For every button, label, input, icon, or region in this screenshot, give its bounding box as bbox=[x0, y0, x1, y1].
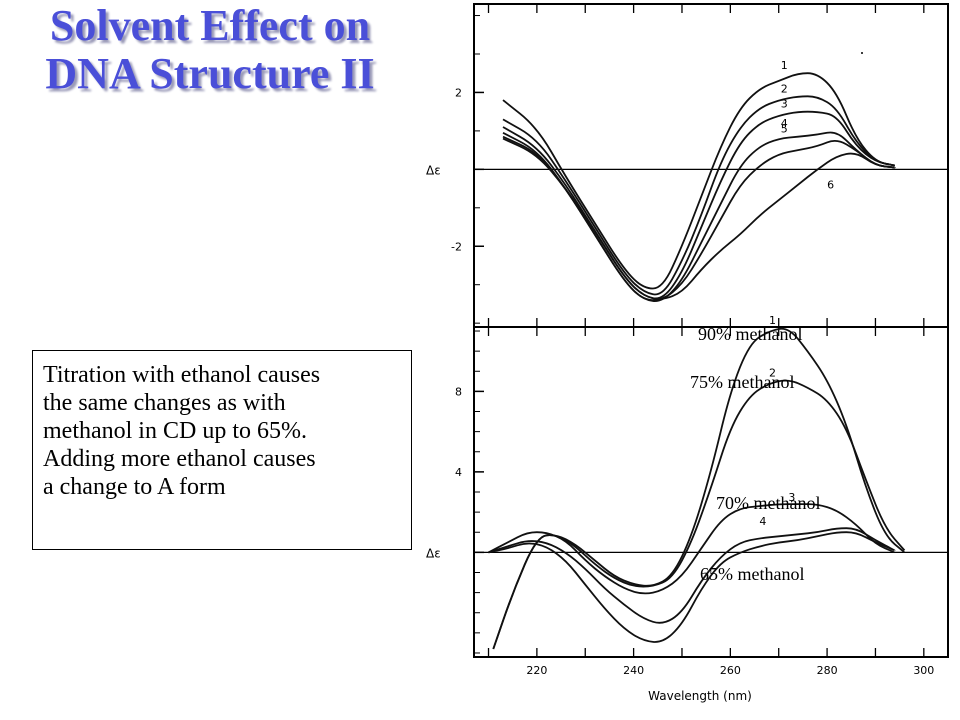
caption-line-4: Adding more ethanol causes bbox=[43, 446, 316, 472]
caption-line-2: the same changes as with bbox=[43, 390, 286, 416]
top-curve-label-4: 4 bbox=[781, 117, 788, 130]
annotation-label-4: 65% methanol bbox=[700, 564, 804, 584]
caption-line-1: Titration with ethanol causes bbox=[43, 362, 321, 388]
annotation-label-3: 70% methanol bbox=[716, 493, 820, 513]
cd-panel-bottom: 8 4 Δε 220 240 260 280 300 Wavelength (nm) 1 2 3 4 90… bbox=[426, 314, 949, 703]
top-curve-label-2: 2 bbox=[781, 82, 788, 95]
top-curve-label-1: 1 bbox=[781, 59, 788, 72]
caption-box: Titration with ethanol causes the same c… bbox=[32, 350, 412, 550]
bottom-curve-label-3: 3 bbox=[788, 491, 795, 504]
bottom-y-tick-label: 4 bbox=[455, 466, 462, 479]
annotation-label-1: 90% methanol bbox=[698, 324, 802, 344]
annotation-label-2: 75% methanol bbox=[690, 372, 794, 392]
top-y-tick-label: 2 bbox=[455, 86, 462, 99]
bottom-x-tick-label: 220 bbox=[526, 664, 547, 677]
bottom-series-line-4 bbox=[488, 527, 896, 624]
top-curve-label-5: 5 bbox=[781, 123, 788, 136]
top-series-line-6 bbox=[502, 137, 896, 300]
bottom-y-axis-label: Δε bbox=[426, 546, 441, 560]
top-series-line-5 bbox=[502, 135, 896, 302]
top-series-line-2 bbox=[502, 95, 895, 296]
top-curve-label-6: 6 bbox=[827, 179, 834, 192]
bottom-x-axis-label: Wavelength (nm) bbox=[648, 689, 752, 703]
bottom-y-tick-label: 8 bbox=[455, 385, 462, 398]
slide-title-line-2: DNA Structure II bbox=[45, 49, 375, 98]
bottom-series-line-3 bbox=[488, 503, 896, 595]
top-y-axis-label: Δε bbox=[426, 163, 441, 177]
bottom-curve-label-2: 2 bbox=[769, 366, 776, 379]
bottom-x-tick-label: 260 bbox=[720, 664, 741, 677]
bottom-curve-label-4: 4 bbox=[759, 515, 766, 528]
bottom-series-line-5 bbox=[488, 531, 896, 643]
top-curve-label-3: 3 bbox=[781, 98, 788, 111]
bottom-x-tick-label: 300 bbox=[913, 664, 934, 677]
cd-panel-top: 2 -2 Δε 1 2 3 45 6 bbox=[426, 3, 949, 328]
caption-line-5: a change to A form bbox=[43, 474, 226, 500]
speck-mark bbox=[861, 52, 863, 54]
top-series-line-1 bbox=[502, 72, 895, 290]
top-y-tick-label: -2 bbox=[451, 240, 462, 253]
slide-title: Solvent Effect on DNA Structure II bbox=[0, 2, 420, 98]
bottom-x-tick-label: 280 bbox=[817, 664, 838, 677]
bottom-x-tick-label: 240 bbox=[623, 664, 644, 677]
bottom-curve-label-1: 1 bbox=[769, 314, 776, 327]
slide-title-line-1: Solvent Effect on bbox=[49, 1, 371, 50]
caption-line-3: methanol in CD up to 65%. bbox=[43, 418, 307, 444]
